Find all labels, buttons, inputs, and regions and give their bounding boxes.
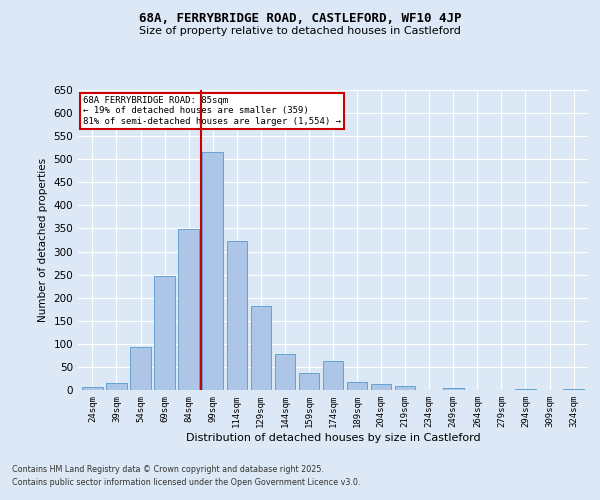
Bar — [275, 354, 295, 390]
Text: Contains HM Land Registry data © Crown copyright and database right 2025.: Contains HM Land Registry data © Crown c… — [12, 466, 324, 474]
Text: Size of property relative to detached houses in Castleford: Size of property relative to detached ho… — [139, 26, 461, 36]
Text: 68A FERRYBRIDGE ROAD: 85sqm
← 19% of detached houses are smaller (359)
81% of se: 68A FERRYBRIDGE ROAD: 85sqm ← 19% of det… — [83, 96, 341, 126]
Bar — [130, 347, 151, 390]
Bar — [227, 242, 247, 390]
Text: 68A, FERRYBRIDGE ROAD, CASTLEFORD, WF10 4JP: 68A, FERRYBRIDGE ROAD, CASTLEFORD, WF10 … — [139, 12, 461, 26]
X-axis label: Distribution of detached houses by size in Castleford: Distribution of detached houses by size … — [185, 432, 481, 442]
Bar — [347, 382, 367, 390]
Bar — [202, 152, 223, 390]
Bar — [178, 230, 199, 390]
Bar — [251, 306, 271, 390]
Bar — [154, 276, 175, 390]
Bar — [106, 383, 127, 390]
Bar — [371, 384, 391, 390]
Bar — [515, 388, 536, 390]
Bar — [82, 387, 103, 390]
Bar — [443, 388, 464, 390]
Bar — [395, 386, 415, 390]
Text: Contains public sector information licensed under the Open Government Licence v3: Contains public sector information licen… — [12, 478, 361, 487]
Bar — [299, 373, 319, 390]
Y-axis label: Number of detached properties: Number of detached properties — [38, 158, 48, 322]
Bar — [563, 389, 584, 390]
Bar — [323, 362, 343, 390]
